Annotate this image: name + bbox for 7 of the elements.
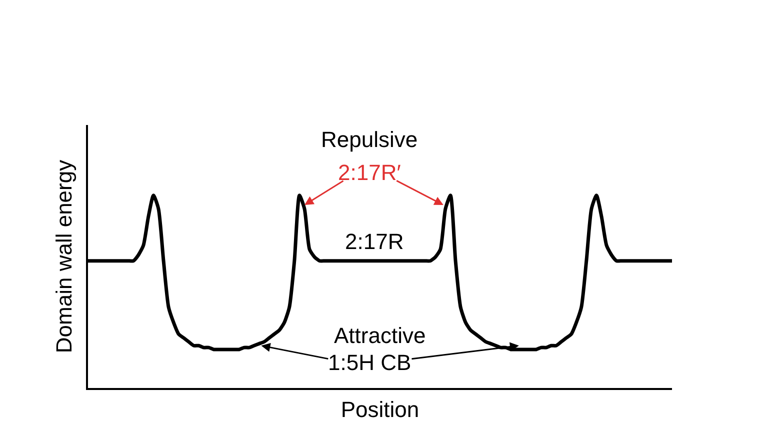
annotation: 2:17R <box>345 229 404 254</box>
text: 2:17R′ <box>338 160 401 185</box>
annotation: Attractive <box>334 323 426 348</box>
text: Repulsive <box>321 127 418 152</box>
x-axis-title: Position <box>340 396 420 422</box>
y-axis-title: Domain wall energy <box>51 160 76 354</box>
annotation: 1:5H CB <box>328 350 412 375</box>
